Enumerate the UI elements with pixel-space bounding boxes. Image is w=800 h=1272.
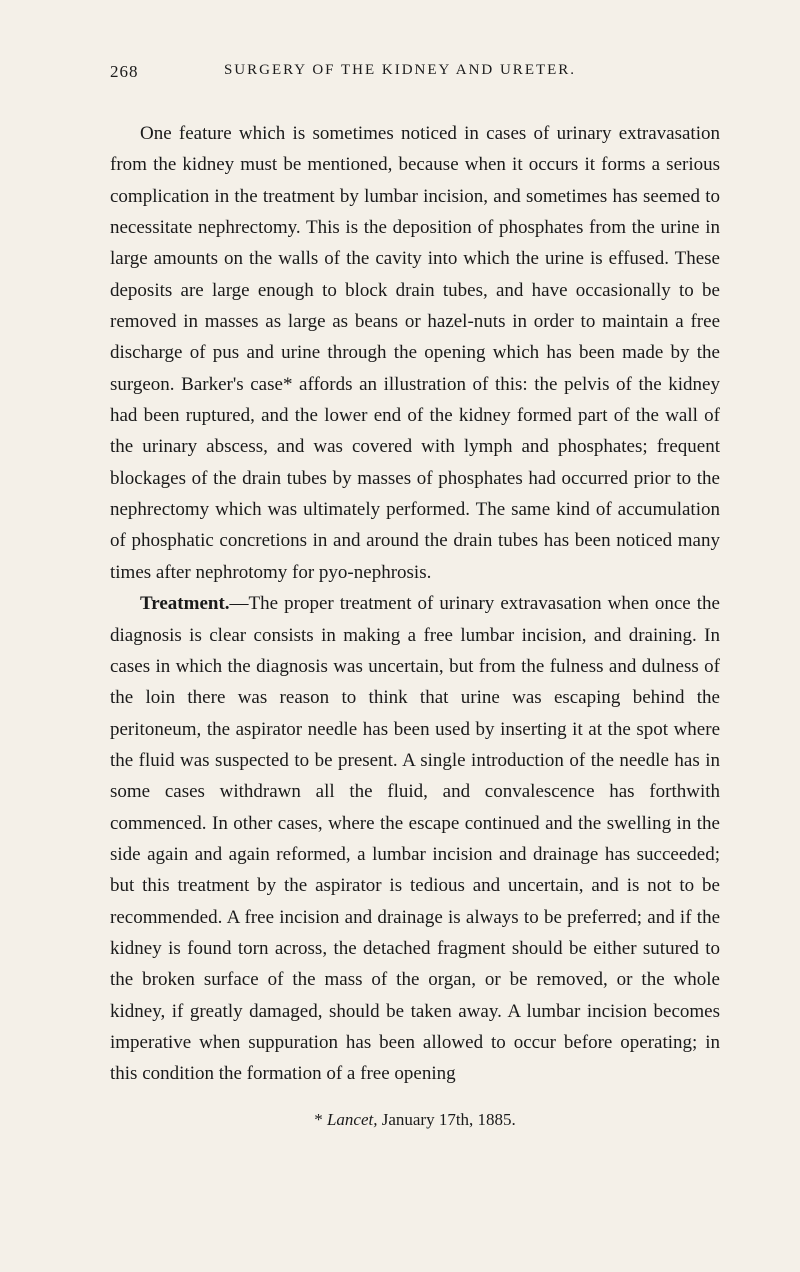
footnote-source: Lancet, bbox=[327, 1110, 378, 1129]
footnote: * Lancet, January 17th, 1885. bbox=[110, 1110, 720, 1130]
footnote-date: January 17th, 1885. bbox=[377, 1110, 515, 1129]
running-header: SURGERY OF THE KIDNEY AND URETER. bbox=[224, 62, 576, 79]
page-number: 268 bbox=[110, 62, 139, 82]
paragraph-2: Treatment.—The proper treatment of urina… bbox=[110, 588, 720, 1090]
page-content: One feature which is sometimes noticed i… bbox=[110, 118, 720, 1130]
paragraph-1: One feature which is sometimes noticed i… bbox=[110, 118, 720, 588]
treatment-heading: Treatment. bbox=[140, 593, 230, 614]
paragraph-2-body: —The proper treatment of urinary extrava… bbox=[110, 593, 720, 1084]
footnote-marker: * bbox=[314, 1110, 327, 1129]
